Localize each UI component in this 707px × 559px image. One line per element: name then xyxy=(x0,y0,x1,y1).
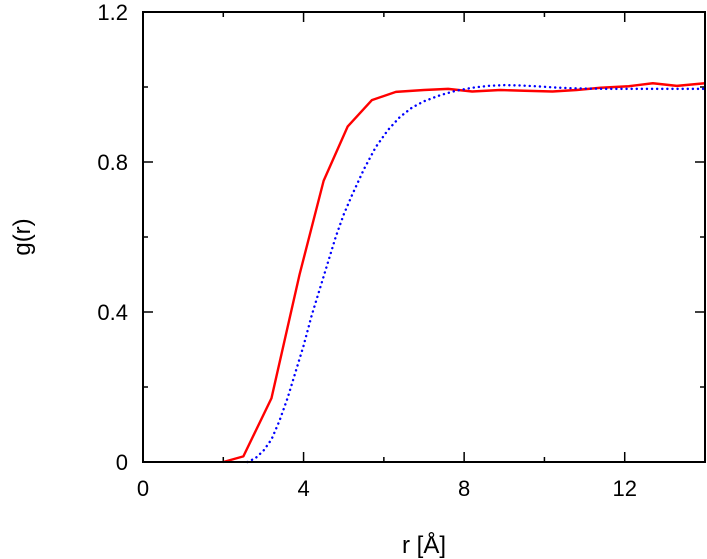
plot-frame xyxy=(142,11,706,463)
x-axis-label: r [Å] xyxy=(402,531,446,559)
axis-ticks xyxy=(142,11,706,463)
y-axis-label: g(r) xyxy=(9,218,36,255)
series-line-1 xyxy=(246,83,707,464)
x-tick-label-1: 4 xyxy=(297,476,309,501)
x-tick-label-0: 0 xyxy=(137,476,149,501)
y-tick-label-3: 1.2 xyxy=(97,0,128,25)
tick-labels: 0 4 8 12 0 0.4 0.8 1.2 xyxy=(97,0,637,501)
series-lines xyxy=(222,82,707,464)
x-tick-label-3: 12 xyxy=(612,476,636,501)
y-tick-label-1: 0.4 xyxy=(97,300,128,325)
y-tick-label-0: 0 xyxy=(116,450,128,475)
y-tick-label-2: 0.8 xyxy=(97,150,128,175)
series-line-0 xyxy=(222,82,706,464)
x-tick-label-2: 8 xyxy=(458,476,470,501)
